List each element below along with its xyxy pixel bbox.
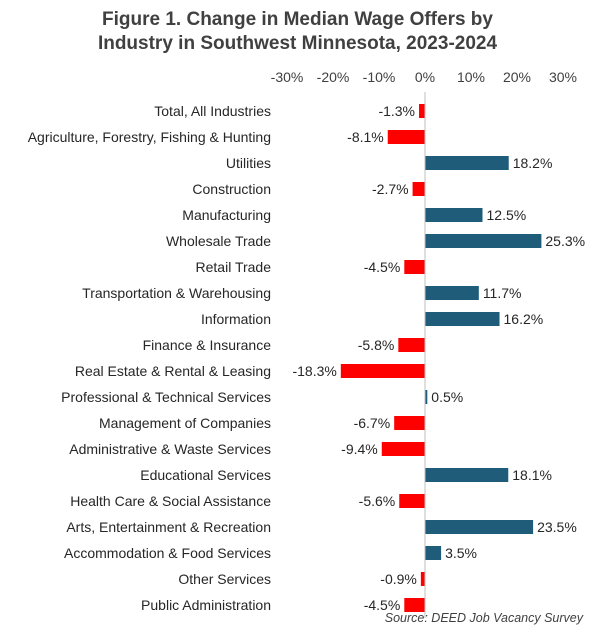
bar bbox=[425, 156, 509, 170]
category-label: Other Services bbox=[178, 571, 271, 587]
x-tick-label: 10% bbox=[457, 69, 485, 85]
data-label: -5.6% bbox=[359, 493, 396, 509]
category-labels: Total, All Industries Agriculture, Forest… bbox=[28, 103, 271, 613]
bar bbox=[425, 286, 479, 300]
category-label: Information bbox=[201, 311, 271, 327]
category-label: Management of Companies bbox=[99, 415, 271, 431]
bar bbox=[399, 494, 425, 508]
category-label: Finance & Insurance bbox=[143, 337, 272, 353]
category-label: Professional & Technical Services bbox=[61, 389, 271, 405]
bar bbox=[420, 572, 425, 586]
data-label: 18.1% bbox=[512, 467, 552, 483]
data-label: 0.5% bbox=[431, 389, 463, 405]
data-label: -4.5% bbox=[364, 259, 401, 275]
category-label: Administrative & Waste Services bbox=[69, 441, 271, 457]
category-label: Educational Services bbox=[140, 467, 271, 483]
category-label: Real Estate & Rental & Leasing bbox=[75, 363, 271, 379]
bar bbox=[425, 520, 534, 534]
category-label: Transportation & Warehousing bbox=[82, 285, 271, 301]
x-tick-label: -10% bbox=[363, 69, 396, 85]
source-note: Source: DEED Job Vacancy Survey bbox=[384, 611, 583, 625]
data-label: -9.4% bbox=[341, 441, 378, 457]
bar bbox=[381, 442, 425, 456]
bar bbox=[412, 182, 425, 196]
data-label: -0.9% bbox=[380, 571, 417, 587]
data-label: 18.2% bbox=[513, 155, 553, 171]
category-label: Total, All Industries bbox=[154, 103, 271, 119]
data-label: -5.8% bbox=[358, 337, 395, 353]
data-label: 16.2% bbox=[504, 311, 544, 327]
category-label: Health Care & Social Assistance bbox=[70, 493, 271, 509]
bar bbox=[425, 390, 428, 404]
chart-title-line2: Industry in Southwest Minnesota, 2023-20… bbox=[97, 33, 498, 54]
data-label: -8.1% bbox=[347, 129, 384, 145]
category-label: Accommodation & Food Services bbox=[64, 545, 271, 561]
bar bbox=[425, 468, 509, 482]
bar bbox=[425, 546, 442, 560]
category-label: Wholesale Trade bbox=[166, 233, 271, 249]
x-axis-ticks: -30% -20% -10% 0% 10% 20% 30% bbox=[271, 69, 577, 85]
bar bbox=[419, 104, 425, 118]
data-label: 3.5% bbox=[445, 545, 477, 561]
bar bbox=[404, 598, 425, 612]
bar bbox=[340, 364, 425, 378]
data-label: -6.7% bbox=[354, 415, 391, 431]
bar bbox=[404, 260, 425, 274]
data-label: 23.5% bbox=[537, 519, 577, 535]
x-tick-label: -20% bbox=[317, 69, 350, 85]
category-label: Agriculture, Forestry, Fishing & Hunting bbox=[28, 129, 271, 145]
data-label: -1.3% bbox=[378, 103, 415, 119]
category-label: Manufacturing bbox=[182, 207, 271, 223]
x-tick-label: -30% bbox=[271, 69, 304, 85]
data-label: 12.5% bbox=[487, 207, 527, 223]
bar bbox=[398, 338, 425, 352]
category-label: Construction bbox=[192, 181, 271, 197]
x-tick-label: 20% bbox=[503, 69, 531, 85]
chart-title: Figure 1. Change in Median Wage Offers b… bbox=[0, 8, 595, 56]
x-tick-label: 0% bbox=[415, 69, 435, 85]
data-label: -4.5% bbox=[364, 597, 401, 613]
category-label: Arts, Entertainment & Recreation bbox=[66, 519, 271, 535]
category-label: Public Administration bbox=[141, 597, 271, 613]
data-label: -18.3% bbox=[292, 363, 336, 379]
data-labels: -1.3% -8.1% 18.2% -2.7% 12.5% 25.3% -4.5% 11.7%… bbox=[292, 103, 585, 613]
bar bbox=[425, 234, 542, 248]
bar bbox=[425, 208, 483, 222]
category-label: Retail Trade bbox=[196, 259, 272, 275]
category-label: Utilities bbox=[226, 155, 271, 171]
data-label: 11.7% bbox=[483, 285, 522, 301]
bars bbox=[340, 104, 542, 612]
x-tick-label: 30% bbox=[549, 69, 577, 85]
bar bbox=[394, 416, 425, 430]
bar bbox=[425, 312, 500, 326]
data-label: -2.7% bbox=[372, 181, 409, 197]
chart-title-line1: Figure 1. Change in Median Wage Offers b… bbox=[102, 9, 493, 30]
data-label: 25.3% bbox=[545, 233, 585, 249]
bar bbox=[387, 130, 425, 144]
